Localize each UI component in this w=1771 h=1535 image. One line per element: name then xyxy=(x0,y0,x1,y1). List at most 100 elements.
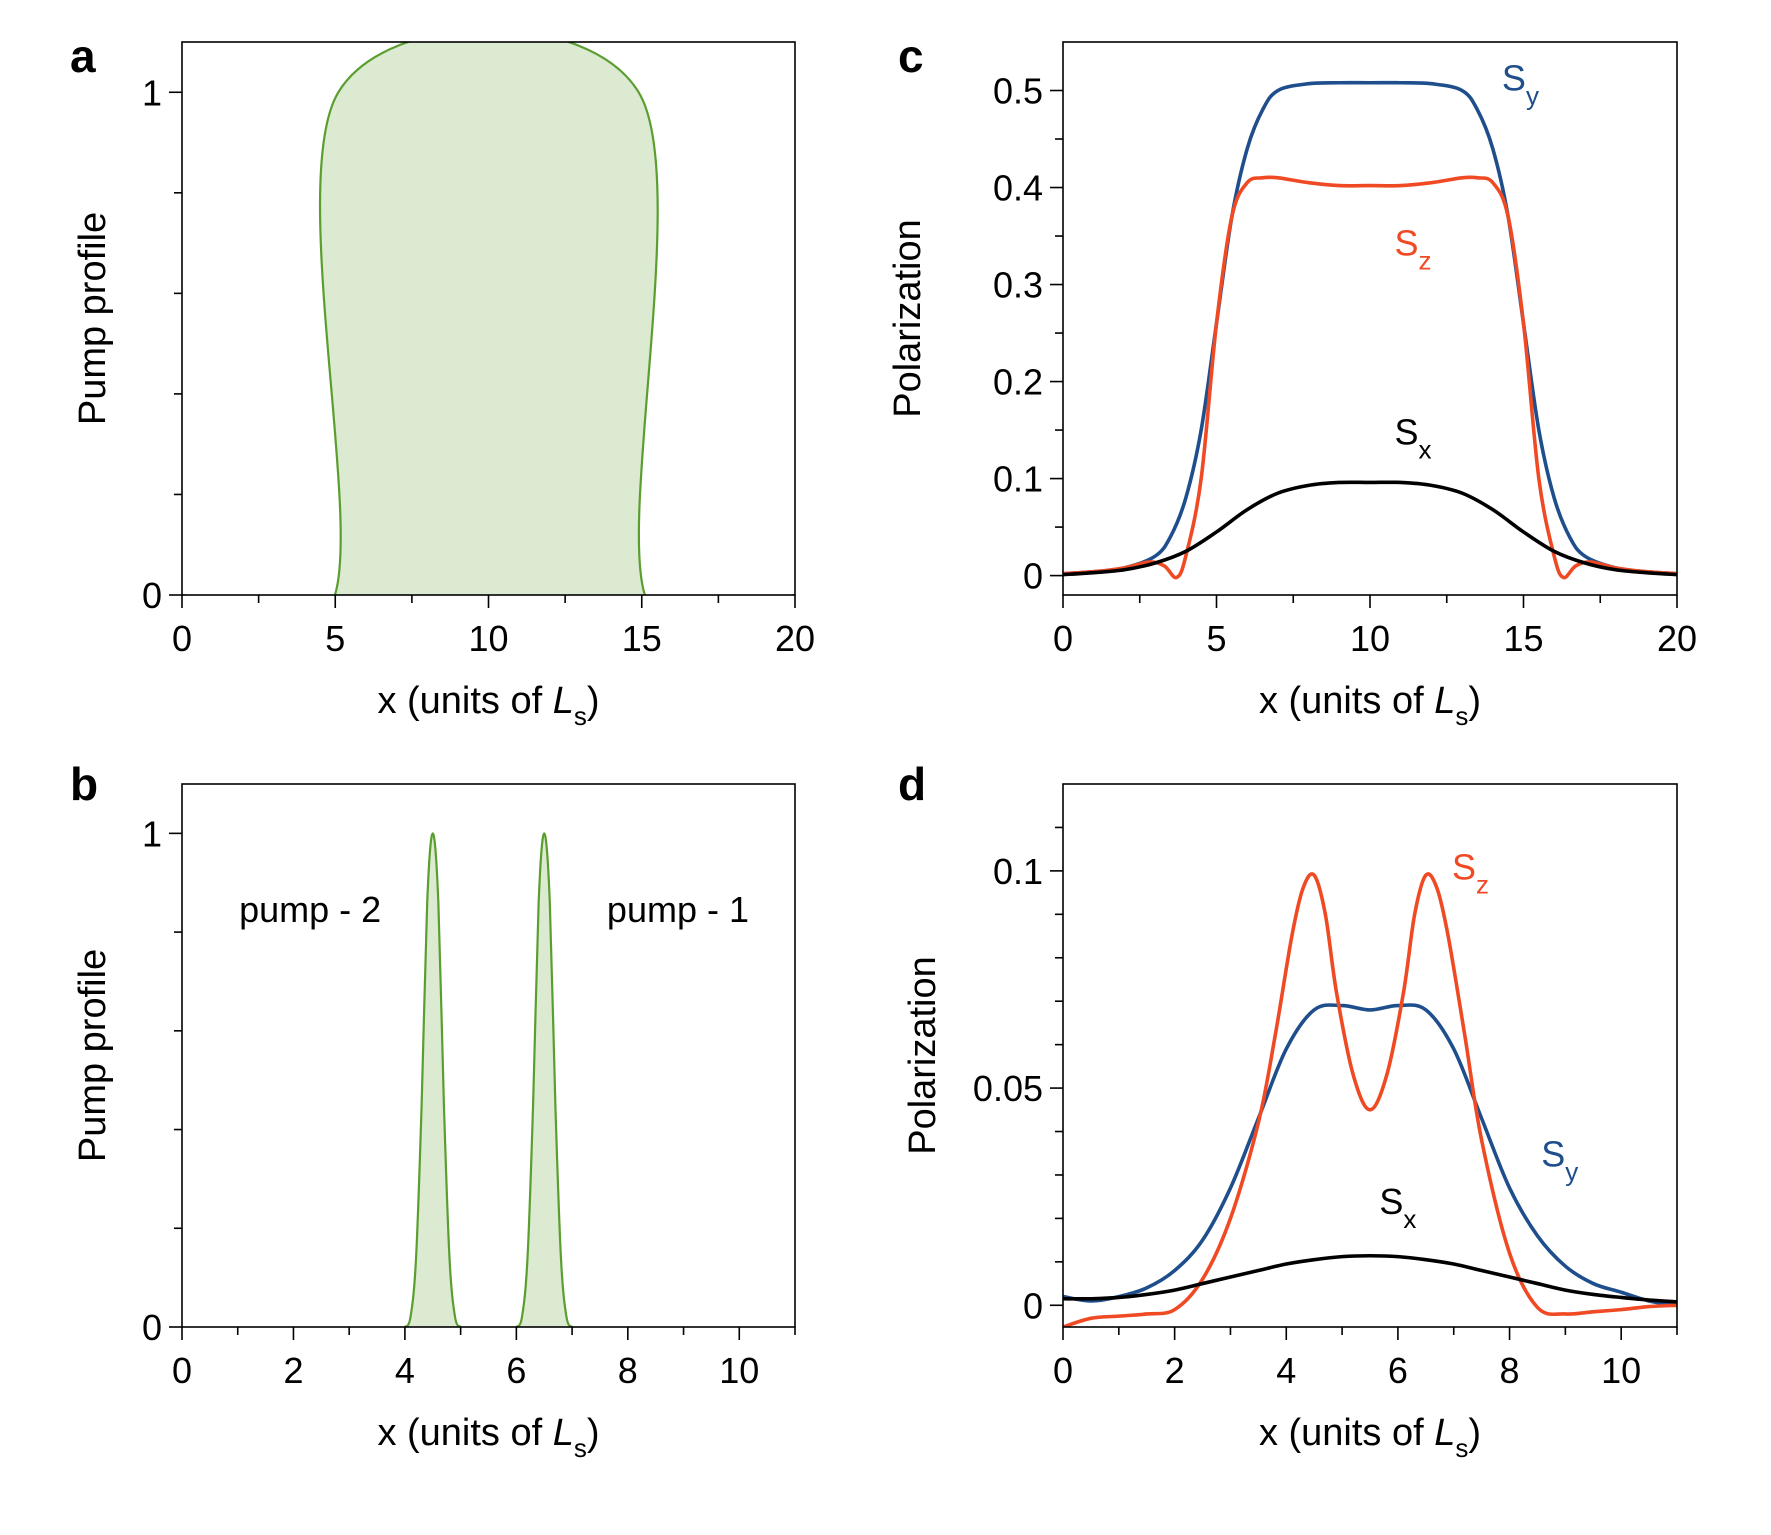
x-tick-label: 10 xyxy=(1350,618,1390,659)
y-tick-label: 0.1 xyxy=(993,459,1043,500)
annotation-main: S xyxy=(1394,222,1418,263)
y-tick-label: 0 xyxy=(142,1307,162,1348)
panel-a: a 0 5 10 15 20 0 1 x (units of Ls) Pump profile xyxy=(70,30,815,731)
annotation-main: pump - 1 xyxy=(607,889,749,930)
annotation-main: S xyxy=(1394,412,1418,453)
annotation-main: S xyxy=(1379,1181,1403,1222)
x-tick-label: 0 xyxy=(172,1350,192,1391)
x-tick-label: 10 xyxy=(719,1350,759,1391)
annotation-pump-2: pump - 2 xyxy=(239,889,381,930)
y-tick-label: 0 xyxy=(142,575,162,616)
annotation-main: S xyxy=(1502,58,1526,99)
y-tick-label: 0.3 xyxy=(993,265,1043,306)
x-tick-label: 10 xyxy=(468,618,508,659)
x-tick-label: 20 xyxy=(1657,618,1697,659)
x-axis-title-symbol: L xyxy=(1434,680,1455,722)
annotation-sy: Sy xyxy=(1541,1133,1578,1186)
annotation-main: pump - 2 xyxy=(239,889,381,930)
x-tick-label: 0 xyxy=(172,618,192,659)
x-axis-title-symbol: L xyxy=(553,680,574,722)
annotation-subscript: y xyxy=(1565,1156,1578,1186)
x-axis-title-main: x (units of xyxy=(1259,680,1434,722)
plot-area xyxy=(182,42,795,595)
y-tick-label: 0.4 xyxy=(993,168,1043,209)
panel-label: d xyxy=(898,758,926,810)
annotation-subscript: z xyxy=(1418,245,1431,275)
y-tick-label: 0.2 xyxy=(993,362,1043,403)
annotation-subscript: x xyxy=(1418,435,1431,465)
series-line-pump-2 xyxy=(403,832,462,1327)
x-axis-title-symbol: L xyxy=(553,1412,574,1454)
x-axis-title-close: ) xyxy=(1468,680,1481,722)
y-tick-label: 0.1 xyxy=(993,851,1043,892)
annotation-sz: Sz xyxy=(1394,222,1431,275)
annotation-subscript: y xyxy=(1526,81,1539,111)
x-axis-title-subscript: s xyxy=(1455,1433,1468,1463)
x-axis-title-main: x (units of xyxy=(377,1412,552,1454)
series-line-sx xyxy=(1063,480,1677,577)
panel-label: a xyxy=(70,30,96,82)
series-fill-pump xyxy=(182,42,795,595)
x-axis-title-close: ) xyxy=(1468,1412,1481,1454)
series-line-sy xyxy=(1063,1003,1677,1308)
annotation-subscript: z xyxy=(1476,870,1489,900)
x-tick-label: 4 xyxy=(395,1350,415,1391)
annotation-subscript: x xyxy=(1403,1204,1416,1234)
x-axis-title-subscript: s xyxy=(574,1433,587,1463)
x-axis-title: x (units of Ls) xyxy=(377,1412,599,1463)
y-tick-label: 1 xyxy=(142,813,162,854)
panel-b: b 0 2 4 6 8 10 0 1 x (units of Ls) Pump profile pum… xyxy=(70,758,796,1463)
x-tick-label: 4 xyxy=(1276,1350,1296,1391)
y-axis-title: Pump profile xyxy=(72,212,114,425)
x-tick-label: 8 xyxy=(1500,1350,1520,1391)
series-line-sz xyxy=(1063,175,1677,580)
y-axis-title: Pump profile xyxy=(72,949,114,1162)
x-tick-label: 10 xyxy=(1601,1350,1641,1391)
y-tick-label: 1 xyxy=(142,72,162,113)
x-axis-title-subscript: s xyxy=(1455,701,1468,731)
plot-area xyxy=(1063,872,1677,1327)
x-axis-title-main: x (units of xyxy=(377,680,552,722)
x-axis-title: x (units of Ls) xyxy=(1259,1412,1481,1463)
x-axis-title-subscript: s xyxy=(574,701,587,731)
annotation-main: S xyxy=(1452,847,1476,888)
x-tick-label: 6 xyxy=(1388,1350,1408,1391)
x-axis-title-close: ) xyxy=(587,680,600,722)
panel-label: c xyxy=(898,30,924,82)
plot-frame xyxy=(1062,783,1678,1328)
y-axis-title: Polarization xyxy=(887,219,929,418)
plot-frame xyxy=(181,783,796,1328)
annotation-sx: Sx xyxy=(1394,412,1431,465)
panel-c: c 0 5 10 15 20 0 0.1 0.2 0.3 0.4 0.5 x (units of Ls)… xyxy=(887,30,1697,731)
series-line-pump-1 xyxy=(515,832,574,1327)
x-tick-label: 5 xyxy=(325,618,345,659)
x-axis-title-main: x (units of xyxy=(1259,1412,1434,1454)
y-tick-label: 0.5 xyxy=(993,71,1043,112)
annotation-sx: Sx xyxy=(1379,1181,1416,1234)
series-fill-pump-2 xyxy=(404,833,461,1327)
annotation-sy: Sy xyxy=(1502,58,1539,111)
y-tick-label: 0.05 xyxy=(973,1068,1043,1109)
x-tick-label: 15 xyxy=(622,618,662,659)
x-tick-label: 8 xyxy=(618,1350,638,1391)
panel-d: d 0 2 4 6 8 10 0 0.05 0.1 x (units of Ls) Polarizat… xyxy=(898,758,1678,1463)
series-line-sx xyxy=(1063,1253,1677,1304)
y-tick-label: 0 xyxy=(1023,1285,1043,1326)
annotation-main: S xyxy=(1541,1133,1565,1174)
series-line-sz xyxy=(1063,872,1677,1327)
x-tick-label: 5 xyxy=(1206,618,1226,659)
x-tick-label: 2 xyxy=(1165,1350,1185,1391)
x-tick-label: 2 xyxy=(283,1350,303,1391)
annotation-sz: Sz xyxy=(1452,847,1489,900)
y-tick-label: 0 xyxy=(1023,556,1043,597)
annotation-pump-1: pump - 1 xyxy=(607,889,749,930)
x-axis-title-symbol: L xyxy=(1434,1412,1455,1454)
x-axis-title-close: ) xyxy=(587,1412,600,1454)
x-axis-title: x (units of Ls) xyxy=(1259,680,1481,731)
series-line-sy xyxy=(1063,80,1677,576)
x-tick-label: 0 xyxy=(1053,618,1073,659)
series-fill-pump-1 xyxy=(516,833,573,1327)
panel-label: b xyxy=(70,758,98,810)
plot-area xyxy=(1063,80,1677,580)
